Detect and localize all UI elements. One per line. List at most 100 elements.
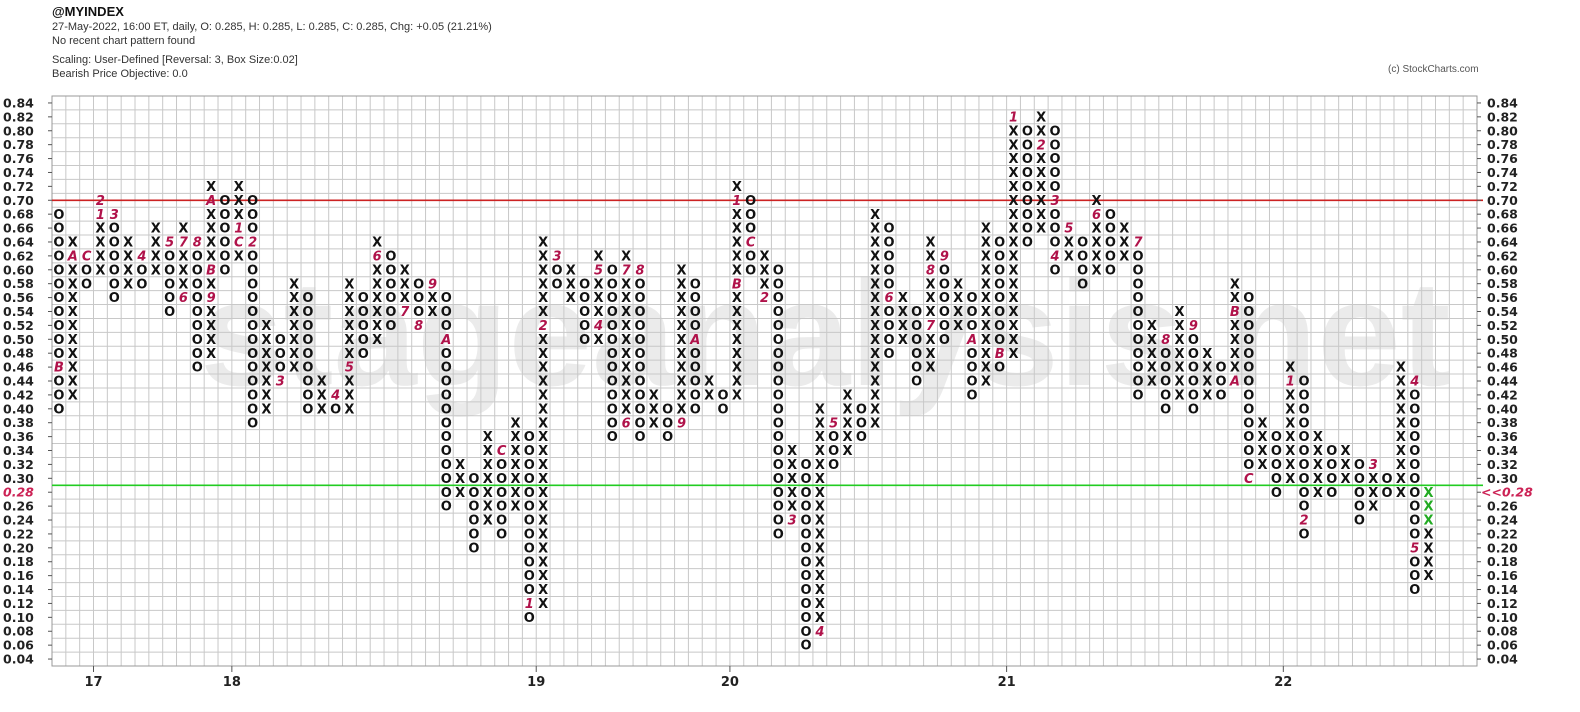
o-box: O: [247, 249, 258, 264]
month-marker: 1: [525, 597, 534, 612]
year-label: 22: [1274, 675, 1292, 690]
month-marker: 7: [179, 236, 189, 251]
x-box: X: [538, 597, 548, 612]
o-box: O: [275, 333, 286, 348]
o-box: O: [773, 305, 784, 320]
x-box: X: [538, 430, 548, 445]
o-box: O: [634, 333, 645, 348]
o-box: O: [1050, 138, 1061, 153]
x-box: X: [926, 291, 936, 306]
o-box: O: [966, 319, 977, 334]
o-box: O: [1077, 236, 1088, 251]
month-marker: 7: [926, 319, 936, 334]
o-box: O: [1409, 514, 1420, 529]
o-box: O: [883, 249, 894, 264]
o-box: O: [1050, 222, 1061, 237]
month-marker: 5: [594, 263, 603, 278]
x-box: X: [344, 389, 354, 404]
y-tick-label-right: 0.34: [1487, 443, 1518, 458]
o-box: O: [579, 277, 590, 292]
x-box: X: [593, 291, 603, 306]
o-box: O: [607, 263, 618, 278]
x-box: X: [621, 402, 631, 417]
o-box: O: [247, 305, 258, 320]
x-box: X: [842, 416, 852, 431]
y-tick-label-right: 0.66: [1487, 221, 1518, 236]
o-box: O: [524, 458, 535, 473]
y-tick-label-right: 0.06: [1487, 638, 1518, 653]
x-box: X: [1202, 361, 1212, 376]
x-box: X: [953, 291, 963, 306]
x-box: X: [676, 361, 686, 376]
x-box: X: [1092, 263, 1102, 278]
x-box: X: [178, 222, 188, 237]
x-box: X: [926, 249, 936, 264]
objective-line: Bearish Price Objective: 0.0: [52, 68, 188, 80]
y-tick-label-left: 0.12: [3, 596, 34, 611]
y-axis-left: 0.840.820.800.780.760.740.720.700.680.66…: [0, 95, 52, 667]
x-box: X: [926, 361, 936, 376]
x-box: X: [68, 347, 78, 362]
x-box: X: [1009, 166, 1019, 181]
x-box: X: [1147, 319, 1157, 334]
o-box: O: [1050, 180, 1061, 195]
o-box: O: [53, 277, 64, 292]
x-box: X: [1036, 110, 1046, 125]
o-box: O: [441, 416, 452, 431]
x-box: X: [538, 333, 548, 348]
x-box: X: [317, 389, 327, 404]
o-box: O: [607, 375, 618, 390]
o-box: O: [192, 263, 203, 278]
o-box: O: [994, 277, 1005, 292]
x-box: X: [289, 319, 299, 334]
x-box: X: [1009, 305, 1019, 320]
x-box: X: [1009, 277, 1019, 292]
o-box: O: [1188, 361, 1199, 376]
x-box: X: [1313, 444, 1323, 459]
o-box: O: [192, 305, 203, 320]
o-box: O: [717, 389, 728, 404]
x-box: X: [787, 472, 797, 487]
x-box: X: [206, 277, 216, 292]
o-box: O: [773, 375, 784, 390]
y-tick-label-right: 0.20: [1487, 540, 1518, 555]
x-box: X: [206, 236, 216, 251]
o-box: O: [773, 472, 784, 487]
x-axis: 17 18 19 20 21 22: [84, 666, 1292, 690]
o-box: O: [53, 291, 64, 306]
x-box: X: [593, 333, 603, 348]
o-box: O: [883, 263, 894, 278]
x-box: X: [1396, 486, 1406, 501]
month-marker: 6: [884, 291, 893, 306]
o-box: O: [1077, 263, 1088, 278]
y-tick-label-left: 0.34: [3, 443, 34, 458]
x-box: X: [1175, 375, 1185, 390]
o-box: O: [413, 277, 424, 292]
x-box: X: [317, 402, 327, 417]
x-box: X: [815, 458, 825, 473]
x-box: X: [538, 416, 548, 431]
month-marker: 1: [96, 208, 105, 223]
o-box: O: [1409, 486, 1420, 501]
y-tick-label-left: 0.78: [3, 137, 34, 152]
x-box: X: [206, 333, 216, 348]
o-box: O: [524, 486, 535, 501]
o-box: O: [496, 472, 507, 487]
x-box: X: [732, 319, 742, 334]
o-box: O: [413, 305, 424, 320]
x-box: X: [621, 347, 631, 362]
o-box: O: [911, 333, 922, 348]
o-box: O: [883, 277, 894, 292]
x-box: X: [1396, 375, 1406, 390]
o-box: O: [219, 236, 230, 251]
y-tick-label-right: 0.52: [1487, 318, 1518, 333]
o-box: O: [800, 569, 811, 584]
o-box: O: [385, 263, 396, 278]
o-box: O: [53, 347, 64, 362]
x-box: X: [1119, 222, 1129, 237]
o-box: O: [1188, 389, 1199, 404]
x-box: X: [510, 500, 520, 515]
o-box: O: [607, 402, 618, 417]
o-box: O: [883, 305, 894, 320]
o-box: O: [81, 277, 92, 292]
